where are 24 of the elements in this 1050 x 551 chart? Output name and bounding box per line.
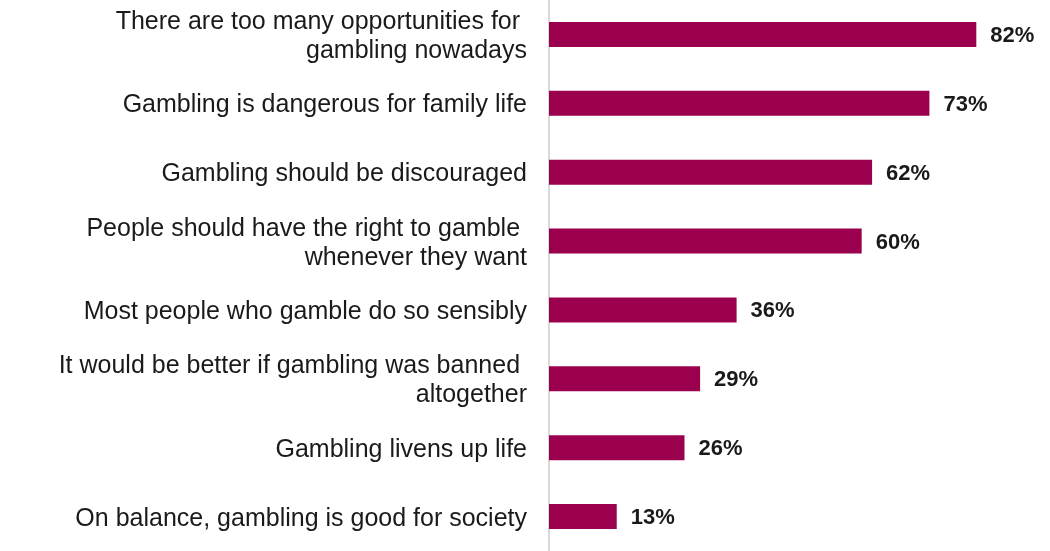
y-tick-label: Gambling is dangerous for family life	[122, 89, 527, 118]
bar	[549, 90, 930, 116]
y-tick-label: People should have the right to gamble whenever they want	[86, 212, 528, 270]
data-label: 82%	[990, 21, 1035, 47]
y-tick-label: It would be better if gambling was banned altogether	[58, 350, 527, 408]
bar	[549, 21, 977, 47]
data-label: 13%	[630, 504, 675, 530]
data-label: 62%	[886, 159, 931, 185]
y-tick-label: On balance, gambling is good for society	[75, 502, 528, 531]
data-label: 26%	[698, 435, 743, 461]
data-label: 36%	[750, 297, 795, 323]
bar	[549, 366, 701, 392]
data-label: 60%	[875, 228, 920, 254]
bar	[549, 228, 862, 254]
data-label: 73%	[943, 90, 988, 116]
y-tick-label: There are too many opportunities for gambling nowadays	[115, 5, 527, 63]
bar	[549, 504, 617, 530]
y-tick-label: Most people who gamble do so sensibly	[83, 295, 528, 324]
data-label: 29%	[714, 366, 759, 392]
bar	[549, 435, 685, 461]
y-tick-label: Gambling should be discouraged	[161, 158, 527, 187]
bar	[549, 297, 737, 323]
y-tick-label: Gambling livens up life	[275, 433, 527, 462]
bar	[549, 159, 873, 185]
